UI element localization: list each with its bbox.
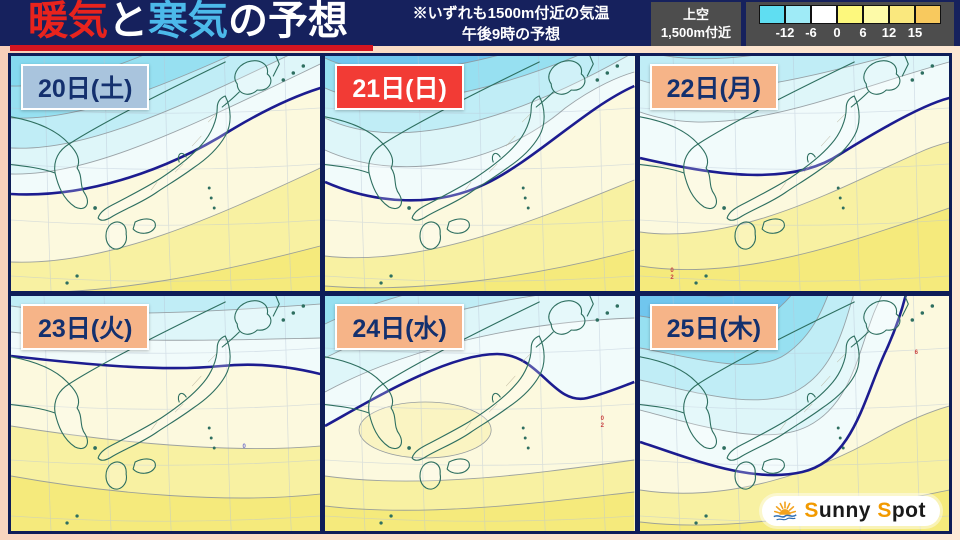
date-label: 20日(土): [21, 64, 150, 110]
outer-frame: 20日(土) 21日(日) 0 2 22日(月) 0 23日(火) 0 2 24日(水) …: [0, 46, 960, 540]
header: 暖気と寒気の予想 ※いずれも1500m付近の気温 午後9時の予想 上空 1,50…: [0, 0, 960, 46]
scale-tick-label: 6: [859, 25, 867, 40]
logo-text-part: pot: [891, 499, 926, 522]
scale-tick-label: 0: [833, 25, 841, 40]
note-line2: 午後9時の予想: [461, 26, 561, 43]
legend-altitude-line1: 上空: [682, 7, 709, 23]
station-value: 0: [601, 416, 605, 422]
title-underline: [10, 45, 373, 51]
forecast-panel: 21日(日): [325, 56, 635, 291]
forecast-panel: 0 2 22日(月): [639, 56, 949, 291]
color-swatch: [863, 5, 889, 24]
color-swatch: [759, 5, 785, 24]
logo-text: Sunny Spot: [804, 499, 926, 523]
logo-text-part: S: [877, 499, 892, 522]
station-value: 6: [914, 350, 918, 356]
color-swatch: [889, 5, 915, 24]
weather-map: [325, 56, 635, 291]
logo-text-part: S: [804, 499, 819, 522]
note-line1: ※いずれも1500m付近の気温: [412, 5, 610, 22]
color-scale-legend: 上空 1,500m付近 -12 -6 0 6 12 15: [650, 2, 954, 46]
date-label: 22日(月): [649, 64, 779, 110]
legend-altitude-line2: 1,500m付近: [660, 25, 731, 40]
color-swatch: [785, 5, 811, 24]
date-label: 23日(火): [21, 304, 150, 350]
title-part: 暖気: [28, 0, 108, 43]
date-label: 24日(水): [335, 304, 464, 350]
color-swatch: [915, 5, 941, 24]
scale-tick-label: -6: [805, 25, 817, 40]
scale-tick-label: 15: [907, 25, 923, 40]
date-label: 21日(日): [335, 64, 464, 110]
station-value: 2: [601, 423, 605, 429]
color-scale: -12 -6 0 6 12 15: [746, 2, 954, 46]
title-part: と: [108, 0, 148, 43]
color-swatch: [811, 5, 837, 24]
scale-tick-label: 12: [881, 25, 897, 40]
sunny-spot-logo: Sunny Spot: [762, 496, 940, 526]
legend-altitude-label: 上空 1,500m付近: [650, 2, 741, 46]
station-value: 0: [670, 268, 674, 274]
forecast-grid: 20日(土) 21日(日) 0 2 22日(月) 0 23日(火) 0 2 24日(水) …: [8, 53, 952, 534]
title-part: 寒気: [148, 0, 228, 43]
note: ※いずれも1500m付近の気温 午後9時の予想: [378, 3, 644, 45]
sun-waves-icon: [773, 500, 798, 520]
forecast-panel: 0 2 24日(水): [325, 296, 635, 531]
station-value: 0: [243, 444, 247, 450]
logo-text-part: unny: [818, 499, 878, 522]
date-label: 25日(木): [649, 304, 779, 350]
color-swatch: [837, 5, 863, 24]
title-part: の予想: [228, 0, 348, 43]
forecast-panel: 6 25日(木): [639, 296, 949, 531]
station-value: 2: [670, 275, 674, 281]
forecast-panel: 20日(土): [11, 56, 321, 291]
scale-tick-label: -12: [775, 25, 795, 40]
page-title: 暖気と寒気の予想: [28, 0, 348, 45]
forecast-panel: 0 23日(火): [11, 296, 321, 531]
